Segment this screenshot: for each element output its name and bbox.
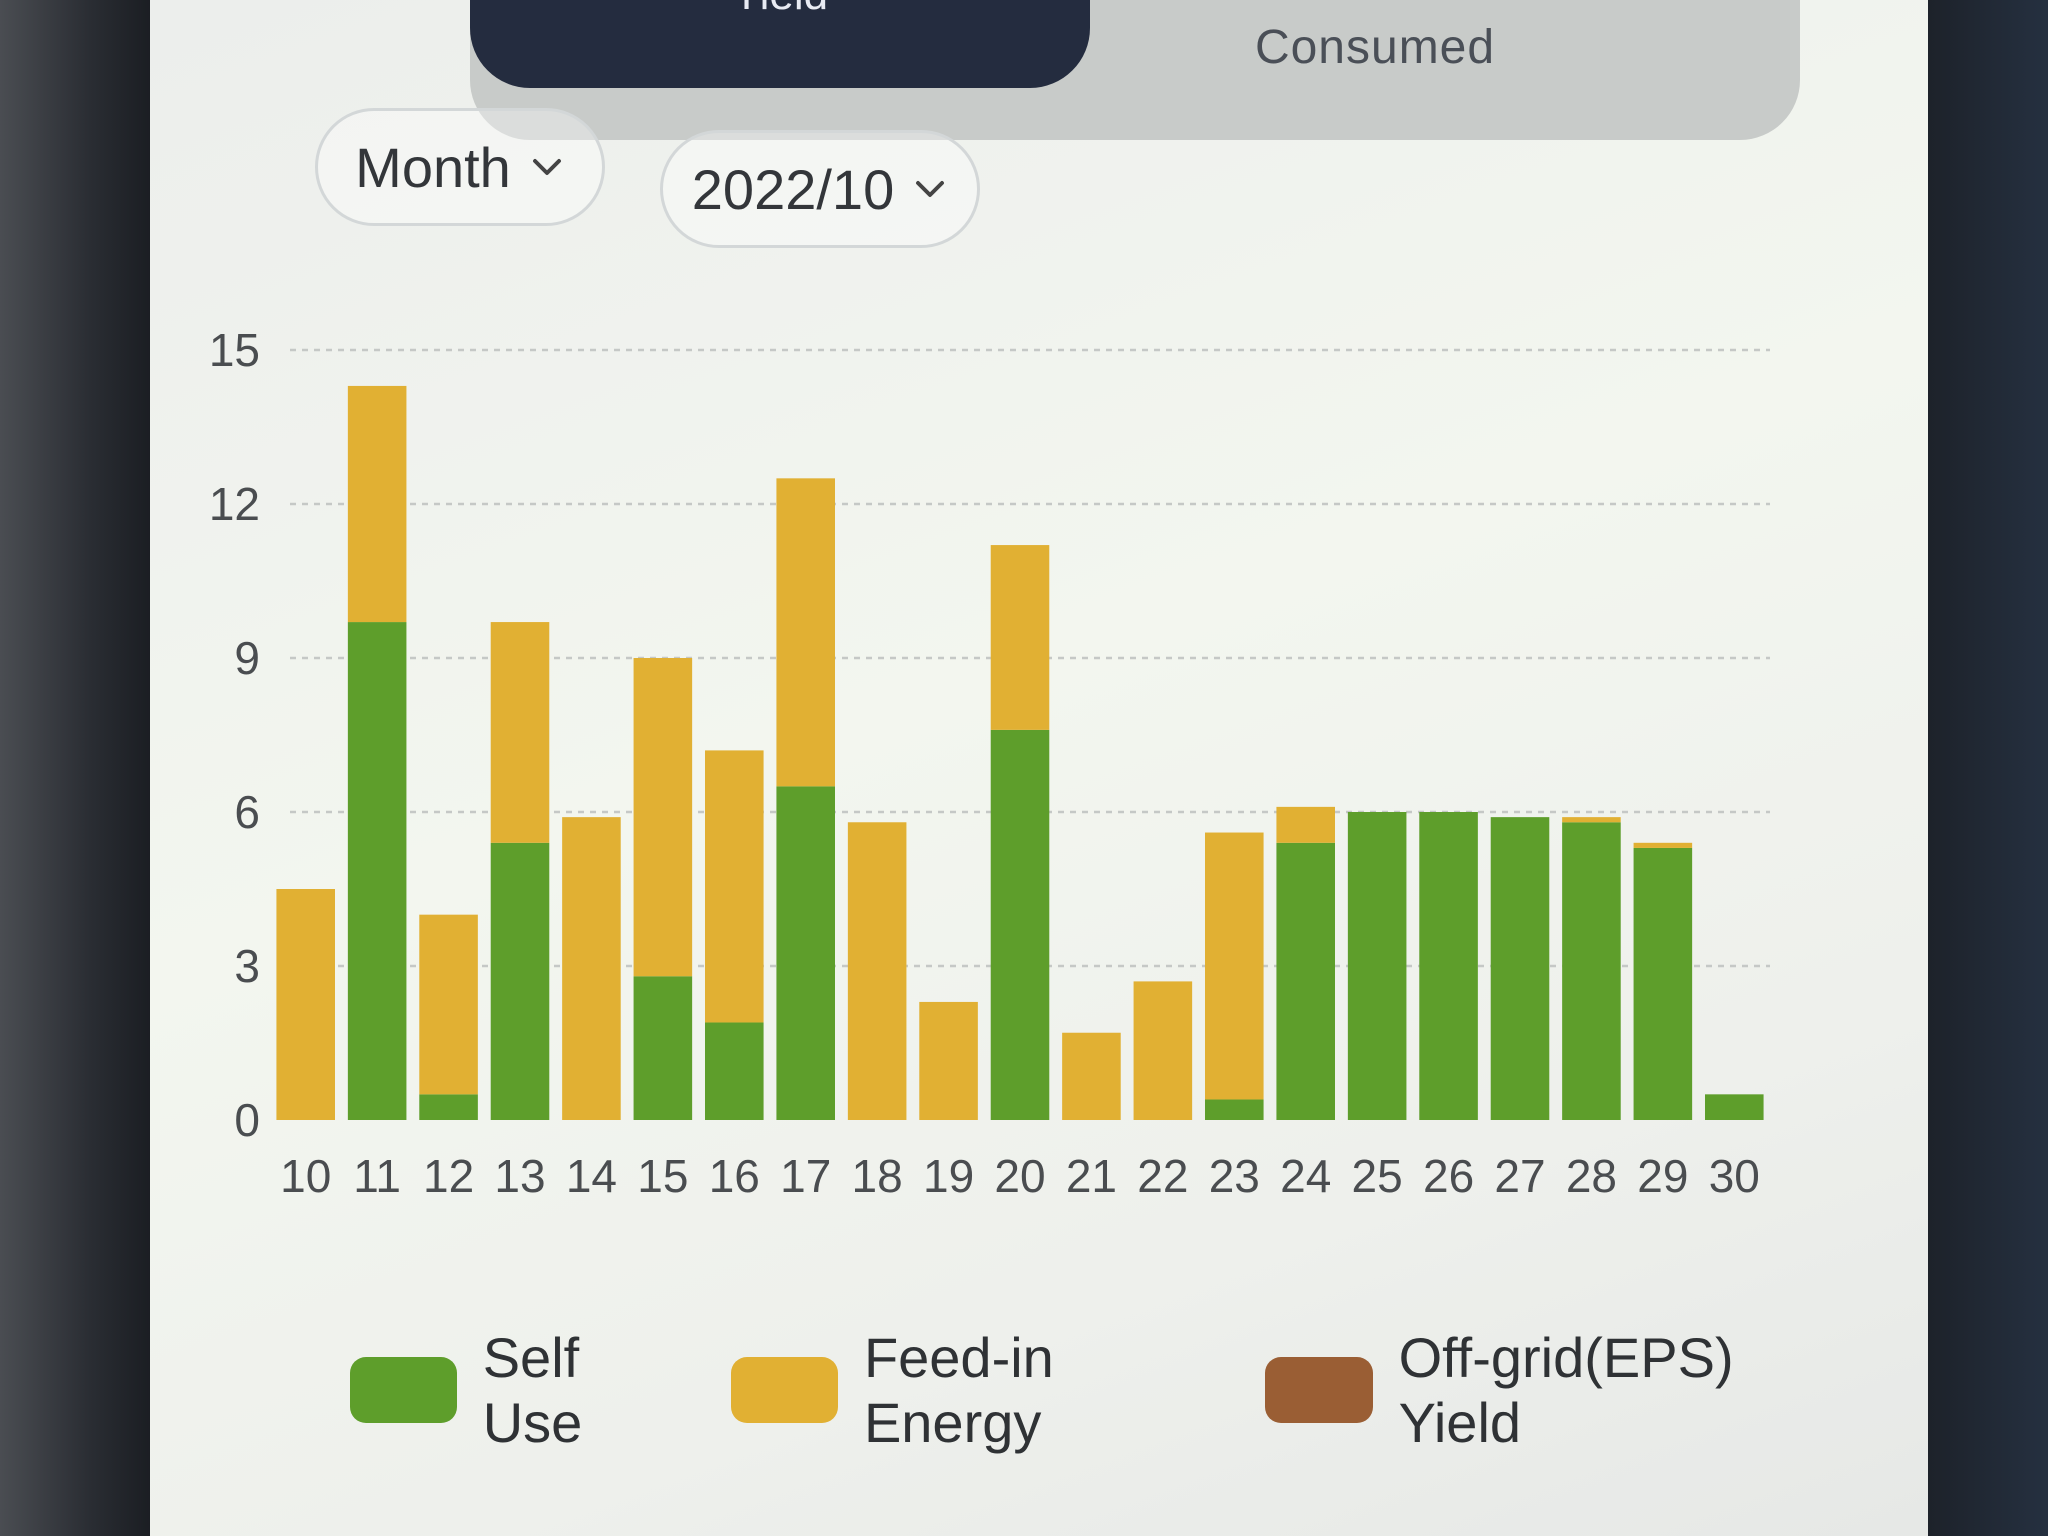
x-tick-label: 17 xyxy=(780,1150,831,1202)
x-tick-label: 23 xyxy=(1209,1150,1260,1202)
tab-yield-label[interactable]: Yield xyxy=(470,0,1090,20)
bar-feed-in-energy-12 xyxy=(419,914,478,1095)
bar-feed-in-energy-19 xyxy=(919,1001,978,1120)
period-dropdown-value: Month xyxy=(355,135,511,199)
date-dropdown[interactable]: 2022/10 xyxy=(660,130,980,248)
x-tick-label: 15 xyxy=(637,1150,688,1202)
bar-self-use-15 xyxy=(633,976,693,1120)
bar-feed-in-energy-11 xyxy=(347,385,407,623)
bar-feed-in-energy-23 xyxy=(1205,832,1264,1100)
legend-swatch-off-grid xyxy=(1265,1357,1373,1423)
bar-self-use-13 xyxy=(490,842,550,1120)
bar-feed-in-energy-29 xyxy=(1633,842,1693,848)
bar-feed-in-energy-20 xyxy=(990,545,1050,730)
chart-axis-labels: 0 3 6 9 12 15 10 11 12 13 14 15 16 17 18 19 20 21 22 23 24 25… xyxy=(209,324,1760,1202)
period-dropdown[interactable]: Month xyxy=(315,108,605,226)
legend-item-off-grid[interactable]: Off-grid(EPS) Yield xyxy=(1265,1325,1820,1455)
x-tick-label: 26 xyxy=(1423,1150,1474,1202)
x-tick-label: 14 xyxy=(566,1150,617,1202)
bar-feed-in-energy-17 xyxy=(776,478,835,787)
y-tick-label: 3 xyxy=(234,940,260,992)
y-tick-label: 12 xyxy=(209,478,260,530)
x-tick-label: 16 xyxy=(709,1150,760,1202)
bar-self-use-12 xyxy=(419,1094,478,1120)
legend-item-self-use[interactable]: Self Use xyxy=(350,1325,671,1455)
legend-swatch-self-use xyxy=(350,1357,457,1423)
x-tick-label: 24 xyxy=(1280,1150,1331,1202)
legend-label-self-use: Self Use xyxy=(482,1326,583,1454)
bar-feed-in-energy-14 xyxy=(562,817,621,1120)
x-tick-label: 22 xyxy=(1137,1150,1188,1202)
energy-bar-chart: 0 3 6 9 12 15 10 11 12 13 14 15 16 17 18 19 20 21 22 23 24 25… xyxy=(209,324,1770,1202)
bar-self-use-17 xyxy=(776,786,835,1120)
bar-self-use-26 xyxy=(1419,812,1478,1120)
x-tick-label: 10 xyxy=(280,1150,331,1202)
device-bezel-left xyxy=(0,0,150,1536)
chevron-down-icon xyxy=(916,181,945,197)
legend-swatch-feed-in xyxy=(730,1357,838,1423)
device-bezel-right xyxy=(1928,0,2048,1536)
bar-self-use-24 xyxy=(1276,842,1335,1120)
x-tick-label: 20 xyxy=(994,1150,1045,1202)
x-tick-label: 12 xyxy=(423,1150,474,1202)
x-tick-label: 18 xyxy=(852,1150,903,1202)
bar-feed-in-energy-21 xyxy=(1062,1032,1121,1120)
legend-label-feed-in: Feed-in Energy xyxy=(863,1326,1054,1454)
x-tick-label: 21 xyxy=(1066,1150,1117,1202)
bar-feed-in-energy-24 xyxy=(1276,806,1335,843)
bar-self-use-20 xyxy=(990,729,1050,1120)
bar-self-use-25 xyxy=(1347,812,1407,1120)
x-tick-label: 29 xyxy=(1637,1150,1688,1202)
chart-legend: Self Use Feed-in Energy Off-grid(EPS) Yi… xyxy=(350,1326,1850,1454)
bar-self-use-30 xyxy=(1705,1094,1764,1120)
date-dropdown-value: 2022/10 xyxy=(691,157,895,221)
y-tick-label: 0 xyxy=(234,1094,260,1146)
x-tick-label: 27 xyxy=(1494,1150,1545,1202)
bar-feed-in-energy-28 xyxy=(1562,817,1621,823)
chevron-down-icon xyxy=(532,159,561,175)
bar-self-use-28 xyxy=(1562,822,1621,1120)
x-tick-label: 28 xyxy=(1566,1150,1617,1202)
bar-feed-in-energy-22 xyxy=(1133,981,1193,1120)
x-tick-label: 13 xyxy=(494,1150,545,1202)
y-tick-label: 9 xyxy=(234,632,260,684)
bar-feed-in-energy-13 xyxy=(490,622,550,843)
bar-self-use-27 xyxy=(1490,817,1550,1120)
bar-self-use-11 xyxy=(347,622,407,1120)
y-tick-label: 15 xyxy=(209,324,260,376)
bar-feed-in-energy-16 xyxy=(705,750,764,1023)
legend-label-off-grid: Off-grid(EPS) Yield xyxy=(1398,1326,1734,1454)
x-tick-label: 25 xyxy=(1352,1150,1403,1202)
x-tick-label: 11 xyxy=(353,1150,401,1202)
y-tick-label: 6 xyxy=(234,786,260,838)
bar-feed-in-energy-10 xyxy=(276,889,335,1120)
bar-self-use-29 xyxy=(1633,847,1693,1120)
bar-feed-in-energy-15 xyxy=(633,658,693,977)
tab-yield[interactable] xyxy=(470,0,1090,88)
x-tick-label: 30 xyxy=(1709,1150,1760,1202)
bar-self-use-23 xyxy=(1205,1099,1264,1120)
bar-self-use-16 xyxy=(705,1022,764,1120)
bar-feed-in-energy-18 xyxy=(847,822,907,1120)
legend-item-feed-in[interactable]: Feed-in Energy xyxy=(730,1325,1206,1455)
app-screen: Yield Consumed Month 2022/10 0 3 6 9 12 15 10 1… xyxy=(150,0,1928,1536)
chart-bars xyxy=(276,385,1764,1120)
tab-consumed[interactable]: Consumed xyxy=(1254,21,1496,74)
x-tick-label: 19 xyxy=(923,1150,974,1202)
